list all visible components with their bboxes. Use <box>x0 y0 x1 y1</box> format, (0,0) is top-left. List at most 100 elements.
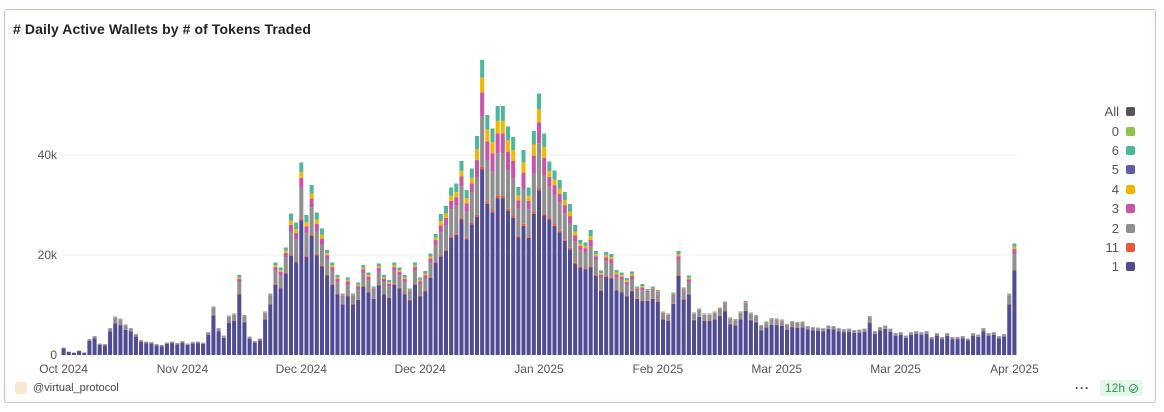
legend-item-11[interactable]: 11 <box>1075 238 1135 257</box>
bar-11[interactable] <box>118 318 123 356</box>
bar-101[interactable] <box>583 242 588 356</box>
bar-36[interactable] <box>247 336 252 356</box>
bar-154[interactable] <box>857 329 862 356</box>
bar-121[interactable] <box>686 275 691 356</box>
bar-184[interactable] <box>1012 243 1017 356</box>
legend-item-all[interactable]: All <box>1075 102 1135 121</box>
bar-100[interactable] <box>578 240 583 355</box>
bar-5[interactable] <box>87 339 92 355</box>
bar-54[interactable] <box>340 293 345 356</box>
bar-177[interactable] <box>976 334 981 356</box>
bar-141[interactable] <box>790 321 795 355</box>
bar-181[interactable] <box>996 336 1001 355</box>
bar-37[interactable] <box>252 341 257 355</box>
bar-33[interactable] <box>232 313 237 356</box>
bar-179[interactable] <box>986 333 991 355</box>
bar-58[interactable] <box>361 265 366 355</box>
bar-138[interactable] <box>774 318 779 356</box>
bar-90[interactable] <box>526 187 531 356</box>
bar-75[interactable] <box>449 187 454 356</box>
bar-21[interactable] <box>170 341 175 356</box>
bar-63[interactable] <box>387 280 392 355</box>
bar-159[interactable] <box>883 325 888 356</box>
bar-14[interactable] <box>133 334 138 355</box>
bar-72[interactable] <box>433 234 438 355</box>
bar-51[interactable] <box>325 250 330 355</box>
bar-178[interactable] <box>981 328 986 355</box>
bar-2[interactable] <box>71 352 76 356</box>
bar-113[interactable] <box>645 289 650 355</box>
bar-123[interactable] <box>697 308 702 356</box>
bar-155[interactable] <box>862 328 867 356</box>
bar-74[interactable] <box>443 206 448 355</box>
bar-19[interactable] <box>159 345 164 355</box>
bar-171[interactable] <box>945 333 950 355</box>
legend-item-5[interactable]: 5 <box>1075 160 1135 179</box>
bar-176[interactable] <box>971 333 976 355</box>
bar-145[interactable] <box>810 327 815 355</box>
bar-115[interactable] <box>655 290 660 355</box>
bar-140[interactable] <box>785 324 790 355</box>
bar-70[interactable] <box>423 271 428 355</box>
bar-126[interactable] <box>712 311 717 356</box>
bar-35[interactable] <box>242 315 247 355</box>
bar-40[interactable] <box>268 293 273 356</box>
bar-148[interactable] <box>826 325 831 356</box>
bar-46[interactable] <box>299 162 304 356</box>
bar-25[interactable] <box>190 342 195 355</box>
bar-71[interactable] <box>428 253 433 356</box>
bar-60[interactable] <box>371 286 376 356</box>
bar-79[interactable] <box>469 168 474 356</box>
bar-160[interactable] <box>888 328 893 356</box>
bar-180[interactable] <box>991 332 996 355</box>
bar-128[interactable] <box>723 301 728 356</box>
bar-67[interactable] <box>407 288 412 356</box>
bar-1[interactable] <box>66 351 71 356</box>
bar-86[interactable] <box>505 126 511 356</box>
bar-166[interactable] <box>919 332 924 355</box>
bar-45[interactable] <box>294 222 299 356</box>
bar-142[interactable] <box>795 322 800 355</box>
bar-23[interactable] <box>180 341 185 355</box>
bar-44[interactable] <box>288 213 293 356</box>
legend-item-2[interactable]: 2 <box>1075 218 1135 237</box>
bar-106[interactable] <box>609 254 614 355</box>
bar-81[interactable] <box>480 60 485 355</box>
bar-34[interactable] <box>237 275 242 355</box>
bar-172[interactable] <box>950 337 955 355</box>
bar-27[interactable] <box>201 342 206 356</box>
bar-109[interactable] <box>624 278 629 355</box>
bar-8[interactable] <box>102 344 107 355</box>
bar-127[interactable] <box>717 307 722 356</box>
bar-137[interactable] <box>769 318 774 355</box>
bar-120[interactable] <box>681 287 686 356</box>
bar-53[interactable] <box>335 275 340 355</box>
legend-item-6[interactable]: 6 <box>1075 141 1135 160</box>
bar-104[interactable] <box>599 270 604 356</box>
bar-57[interactable] <box>356 282 361 356</box>
bar-161[interactable] <box>893 333 898 355</box>
bar-146[interactable] <box>816 327 821 356</box>
bar-92[interactable] <box>536 93 542 356</box>
bar-124[interactable] <box>702 313 707 356</box>
legend-item-1[interactable]: 1 <box>1075 257 1135 276</box>
bar-133[interactable] <box>748 312 753 356</box>
bar-50[interactable] <box>319 228 324 356</box>
bar-61[interactable] <box>376 263 381 356</box>
bar-173[interactable] <box>955 337 960 355</box>
bar-118[interactable] <box>671 292 676 356</box>
bar-62[interactable] <box>381 275 386 355</box>
bar-165[interactable] <box>914 331 919 355</box>
bar-32[interactable] <box>226 315 231 356</box>
bar-59[interactable] <box>366 272 371 356</box>
bar-7[interactable] <box>97 343 102 356</box>
bar-24[interactable] <box>185 343 190 356</box>
bar-4[interactable] <box>82 352 87 356</box>
bar-26[interactable] <box>195 341 200 356</box>
bar-174[interactable] <box>960 336 965 355</box>
bar-68[interactable] <box>412 262 417 356</box>
bar-158[interactable] <box>878 327 883 355</box>
bar-125[interactable] <box>707 313 712 356</box>
bar-16[interactable] <box>144 341 149 356</box>
bar-134[interactable] <box>754 315 759 355</box>
